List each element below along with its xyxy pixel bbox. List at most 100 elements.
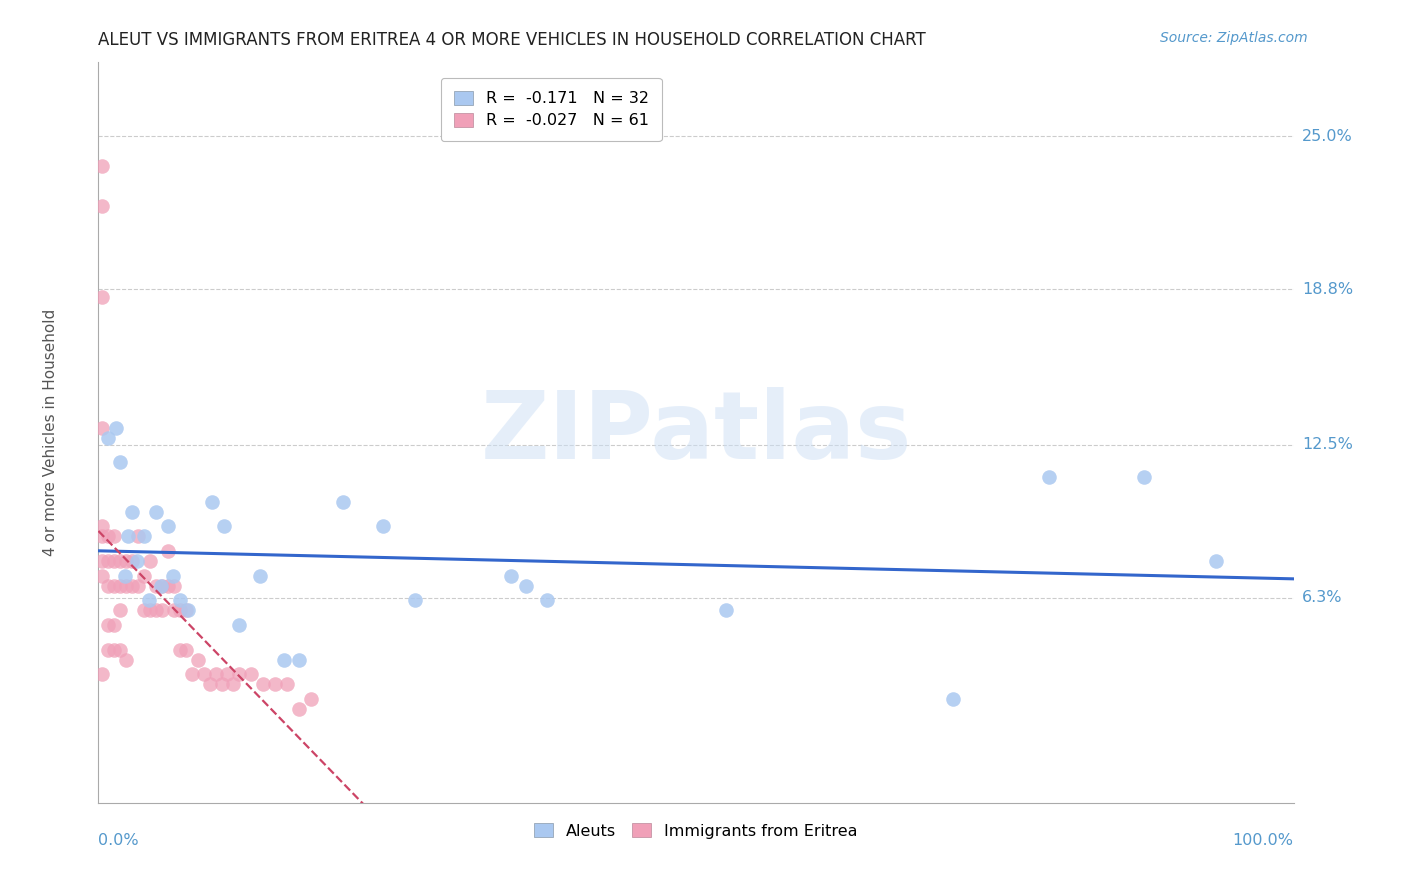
Point: [103, 529, 125, 543]
Text: 12.5%: 12.5%: [1302, 437, 1353, 452]
Point: [169, 642, 191, 657]
Point: [108, 579, 131, 593]
Point: [288, 653, 311, 667]
Point: [149, 579, 172, 593]
Point: [108, 554, 131, 568]
Point: [276, 677, 298, 691]
Point: [515, 579, 537, 593]
Text: 100.0%: 100.0%: [1233, 833, 1294, 848]
Point: [91, 667, 114, 681]
Point: [97, 431, 120, 445]
Point: [228, 667, 250, 681]
Point: [127, 579, 149, 593]
Point: [249, 568, 271, 582]
Point: [121, 554, 143, 568]
Point: [115, 653, 138, 667]
Point: [240, 667, 263, 681]
Point: [264, 677, 287, 691]
Point: [222, 677, 245, 691]
Text: 6.3%: 6.3%: [1302, 591, 1343, 606]
Text: 25.0%: 25.0%: [1302, 129, 1353, 144]
Legend: Aleuts, Immigrants from Eritrea: Aleuts, Immigrants from Eritrea: [526, 815, 866, 847]
Point: [212, 519, 235, 533]
Point: [115, 579, 138, 593]
Text: Source: ZipAtlas.com: Source: ZipAtlas.com: [1160, 31, 1308, 45]
Point: [125, 554, 148, 568]
Point: [91, 198, 114, 212]
Point: [201, 494, 224, 508]
Point: [139, 603, 162, 617]
Point: [103, 554, 125, 568]
Point: [97, 579, 120, 593]
Point: [103, 579, 125, 593]
Text: 18.8%: 18.8%: [1302, 282, 1353, 297]
Point: [103, 642, 125, 657]
Point: [217, 667, 239, 681]
Point: [91, 568, 114, 582]
Point: [177, 603, 200, 617]
Point: [91, 290, 114, 304]
Point: [108, 603, 131, 617]
Point: [132, 603, 155, 617]
Point: [117, 529, 139, 543]
Point: [91, 159, 114, 173]
Point: [228, 618, 250, 632]
Point: [180, 667, 202, 681]
Point: [942, 692, 965, 706]
Point: [114, 568, 136, 582]
Point: [211, 677, 233, 691]
Point: [145, 505, 167, 519]
Point: [138, 593, 160, 607]
Point: [162, 568, 184, 582]
Point: [91, 519, 114, 533]
Point: [108, 455, 131, 469]
Point: [91, 420, 114, 434]
Point: [91, 554, 114, 568]
Point: [1038, 470, 1060, 484]
Text: ZIPatlas: ZIPatlas: [481, 386, 911, 479]
Point: [1133, 470, 1156, 484]
Point: [121, 505, 143, 519]
Point: [103, 618, 125, 632]
Point: [163, 603, 186, 617]
Point: [127, 529, 149, 543]
Point: [204, 667, 226, 681]
Point: [132, 568, 155, 582]
Text: 0.0%: 0.0%: [98, 833, 139, 848]
Text: 4 or more Vehicles in Household: 4 or more Vehicles in Household: [44, 309, 58, 557]
Point: [174, 603, 197, 617]
Point: [187, 653, 209, 667]
Point: [163, 579, 186, 593]
Point: [150, 603, 173, 617]
Point: [97, 554, 120, 568]
Point: [156, 519, 179, 533]
Point: [132, 529, 155, 543]
Point: [150, 579, 173, 593]
Point: [169, 603, 191, 617]
Point: [299, 692, 322, 706]
Point: [288, 702, 311, 716]
Point: [332, 494, 354, 508]
Point: [156, 579, 179, 593]
Point: [404, 593, 426, 607]
Point: [91, 529, 114, 543]
Point: [97, 618, 120, 632]
Point: [97, 642, 120, 657]
Point: [273, 653, 295, 667]
Point: [536, 593, 558, 607]
Point: [193, 667, 215, 681]
Point: [198, 677, 221, 691]
Point: [105, 420, 128, 434]
Point: [371, 519, 394, 533]
Point: [145, 603, 167, 617]
Point: [139, 554, 162, 568]
Point: [156, 544, 179, 558]
Point: [1205, 554, 1227, 568]
Point: [169, 593, 191, 607]
Text: ALEUT VS IMMIGRANTS FROM ERITREA 4 OR MORE VEHICLES IN HOUSEHOLD CORRELATION CHA: ALEUT VS IMMIGRANTS FROM ERITREA 4 OR MO…: [98, 31, 927, 49]
Point: [714, 603, 737, 617]
Point: [174, 642, 197, 657]
Point: [108, 642, 131, 657]
Point: [121, 579, 143, 593]
Point: [115, 554, 138, 568]
